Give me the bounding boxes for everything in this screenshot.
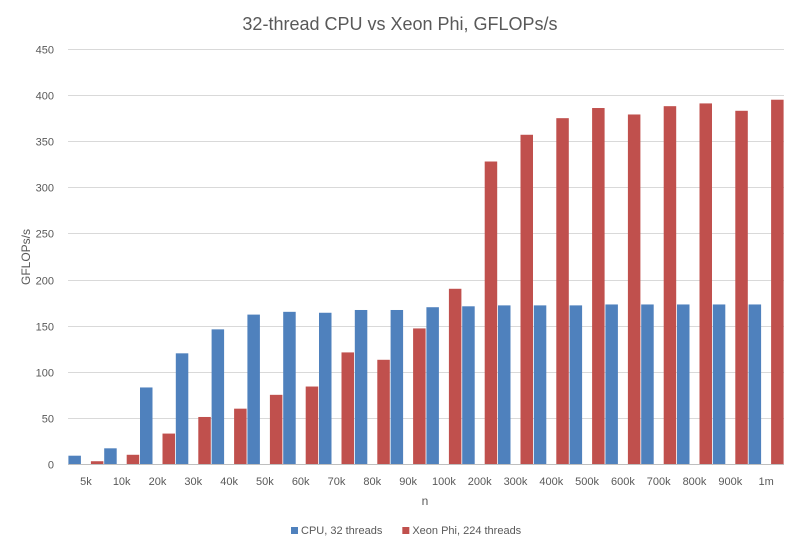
x-tick-label: 1m <box>758 476 773 488</box>
x-tick-label: 300k <box>504 476 528 488</box>
bar-xeon-phi-500k <box>592 108 605 465</box>
bar-cpu-400k <box>533 305 547 464</box>
y-tick-label: 350 <box>36 137 54 149</box>
x-tick-label: 600k <box>611 476 635 488</box>
x-tick-label: 500k <box>575 476 599 488</box>
y-tick-label: 150 <box>36 322 54 334</box>
x-axis-title: n <box>422 494 429 508</box>
bar-cpu-70k <box>319 312 332 464</box>
bar-cpu-200k <box>462 306 475 464</box>
bar-xeon-phi-40k <box>234 408 247 464</box>
bar-cpu-30k <box>175 353 189 464</box>
bar-cpu-900k <box>712 304 726 464</box>
y-tick-label: 50 <box>42 414 54 426</box>
x-tick-label: 200k <box>468 476 492 488</box>
bar-xeon-phi-5k <box>90 461 104 464</box>
x-tick-label: 70k <box>328 476 346 488</box>
x-tick-label: 20k <box>149 476 167 488</box>
bar-xeon-phi-20k <box>162 433 175 464</box>
y-tick-label: 250 <box>36 229 54 241</box>
bar-cpu-40k <box>211 329 225 464</box>
x-tick-label: 30k <box>184 476 202 488</box>
bar-xeon-phi-80k <box>377 359 390 464</box>
x-tick-label: 5k <box>80 476 92 488</box>
bar-cpu-10k <box>104 448 117 464</box>
legend-label-cpu: CPU, 32 threads <box>301 525 383 537</box>
legend-swatch-xeon-phi <box>402 527 410 534</box>
y-axis-ticks: 0 50 100 150 200 250 300 350 400 450 <box>36 45 54 472</box>
bar-xeon-phi-400k <box>556 118 569 465</box>
y-tick-label: 400 <box>36 91 54 103</box>
bar-xeon-phi-300k <box>520 134 533 464</box>
bar-cpu-80k <box>354 309 368 464</box>
x-tick-label: 60k <box>292 476 310 488</box>
bar-xeon-phi-1m <box>771 99 784 464</box>
bar-cpu-500k <box>569 305 583 464</box>
bar-cpu-100k <box>426 307 439 464</box>
legend: CPU, 32 threads Xeon Phi, 224 threads <box>291 525 522 537</box>
bar-xeon-phi-600k <box>627 114 641 464</box>
x-tick-label: 800k <box>683 476 707 488</box>
bar-cpu-20k <box>140 387 153 464</box>
x-tick-label: 400k <box>539 476 563 488</box>
x-tick-label: 10k <box>113 476 131 488</box>
bar-xeon-phi-900k <box>735 110 748 464</box>
x-tick-label: 50k <box>256 476 274 488</box>
bar-xeon-phi-200k <box>484 161 498 464</box>
bar-xeon-phi-800k <box>699 103 712 464</box>
y-axis-title: GFLOPs/s <box>19 229 33 285</box>
bar-cpu-300k <box>498 305 511 464</box>
legend-swatch-cpu <box>291 527 298 534</box>
bar-cpu-90k <box>390 309 404 464</box>
y-tick-label: 300 <box>36 183 54 195</box>
bars <box>68 99 784 465</box>
legend-label-xeon-phi: Xeon Phi, 224 threads <box>412 525 521 537</box>
bar-xeon-phi-90k <box>413 328 426 464</box>
y-tick-label: 200 <box>36 276 54 288</box>
bar-cpu-700k <box>641 304 654 464</box>
bar-cpu-5k <box>68 455 81 464</box>
bar-cpu-50k <box>247 314 260 464</box>
bar-cpu-800k <box>677 304 690 464</box>
bar-xeon-phi-700k <box>663 106 677 465</box>
x-tick-label: 900k <box>718 476 742 488</box>
bar-cpu-1m <box>748 304 762 464</box>
bar-cpu-60k <box>283 311 296 464</box>
y-tick-label: 100 <box>36 368 54 380</box>
bar-xeon-phi-50k <box>269 394 283 464</box>
bar-xeon-phi-30k <box>198 416 211 464</box>
bar-xeon-phi-100k <box>448 288 462 464</box>
x-tick-label: 80k <box>363 476 381 488</box>
bar-xeon-phi-60k <box>305 386 319 464</box>
x-tick-label: 100k <box>432 476 456 488</box>
x-tick-label: 40k <box>220 476 238 488</box>
y-tick-label: 450 <box>36 45 54 57</box>
x-tick-label: 90k <box>399 476 417 488</box>
x-tick-label: 700k <box>647 476 671 488</box>
x-axis-ticks: 5k 10k 20k 30k 40k 50k 60k 70k 80k 90k 100k 200k 300… <box>80 476 774 488</box>
bar-xeon-phi-10k <box>126 454 140 464</box>
y-tick-label: 0 <box>48 460 54 472</box>
chart-title: 32-thread CPU vs Xeon Phi, GFLOPs/s <box>242 14 557 34</box>
bar-xeon-phi-70k <box>341 352 354 464</box>
bar-cpu-600k <box>605 304 618 464</box>
